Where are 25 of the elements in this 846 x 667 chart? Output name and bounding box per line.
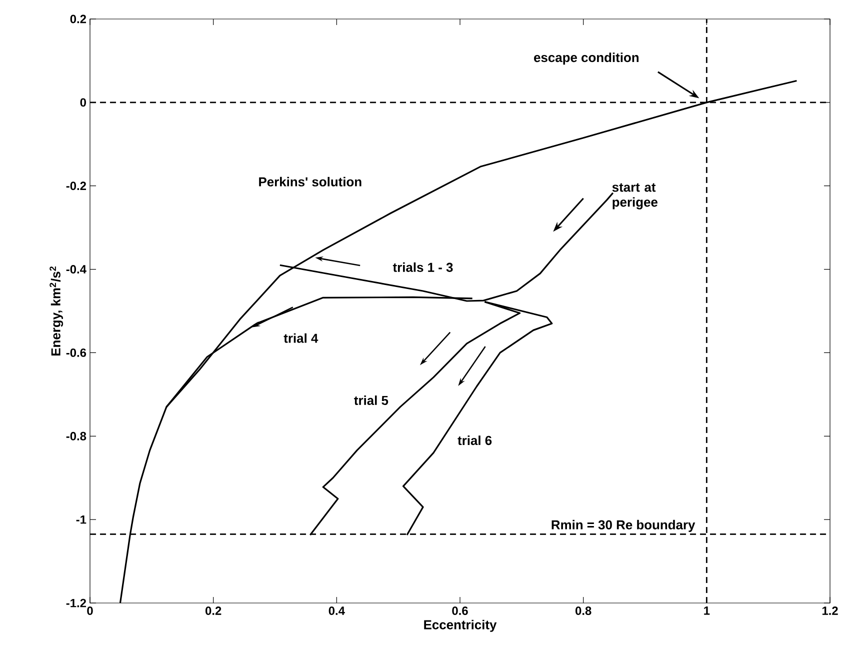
y-tick-label: -0.8: [66, 432, 86, 440]
y-tick-label: -1.2: [66, 598, 86, 608]
y-tick-label: 0: [80, 98, 86, 107]
x-tick-label: 0.2: [205, 606, 222, 615]
series-label: trial 5: [354, 396, 388, 406]
x-tick-label: 0.6: [452, 606, 468, 615]
x-axis-title: Eccentricity: [424, 620, 497, 632]
legend-label: trial 4: [284, 333, 318, 343]
annotation: Rmin = 30 Re boundary: [552, 520, 696, 532]
y-tick-label: 0.2: [70, 14, 86, 24]
series-label: trials 1 - 3: [392, 262, 453, 272]
series-label: trial 6: [458, 436, 492, 446]
y-tick-label: -0.4: [66, 265, 86, 274]
annotation: start at perigee: [612, 183, 658, 210]
x-tick-label: 1: [704, 606, 710, 615]
x-tick-label: 0.8: [576, 606, 592, 615]
y-tick-label: -0.2: [66, 182, 86, 190]
text: Perkins' solution: [259, 176, 362, 186]
y-axis-title: Energy, km$^{2}$/s$^{2}$: [50, 266, 64, 356]
y-tick-label: -0.6: [66, 348, 86, 357]
x-tick-label: 0.4: [328, 606, 345, 615]
x-tick-label: 1.2: [822, 606, 838, 615]
y-tick-label: -1: [76, 515, 86, 524]
annotation: escape condition: [534, 52, 639, 65]
x-tick-label: 0: [87, 606, 93, 615]
